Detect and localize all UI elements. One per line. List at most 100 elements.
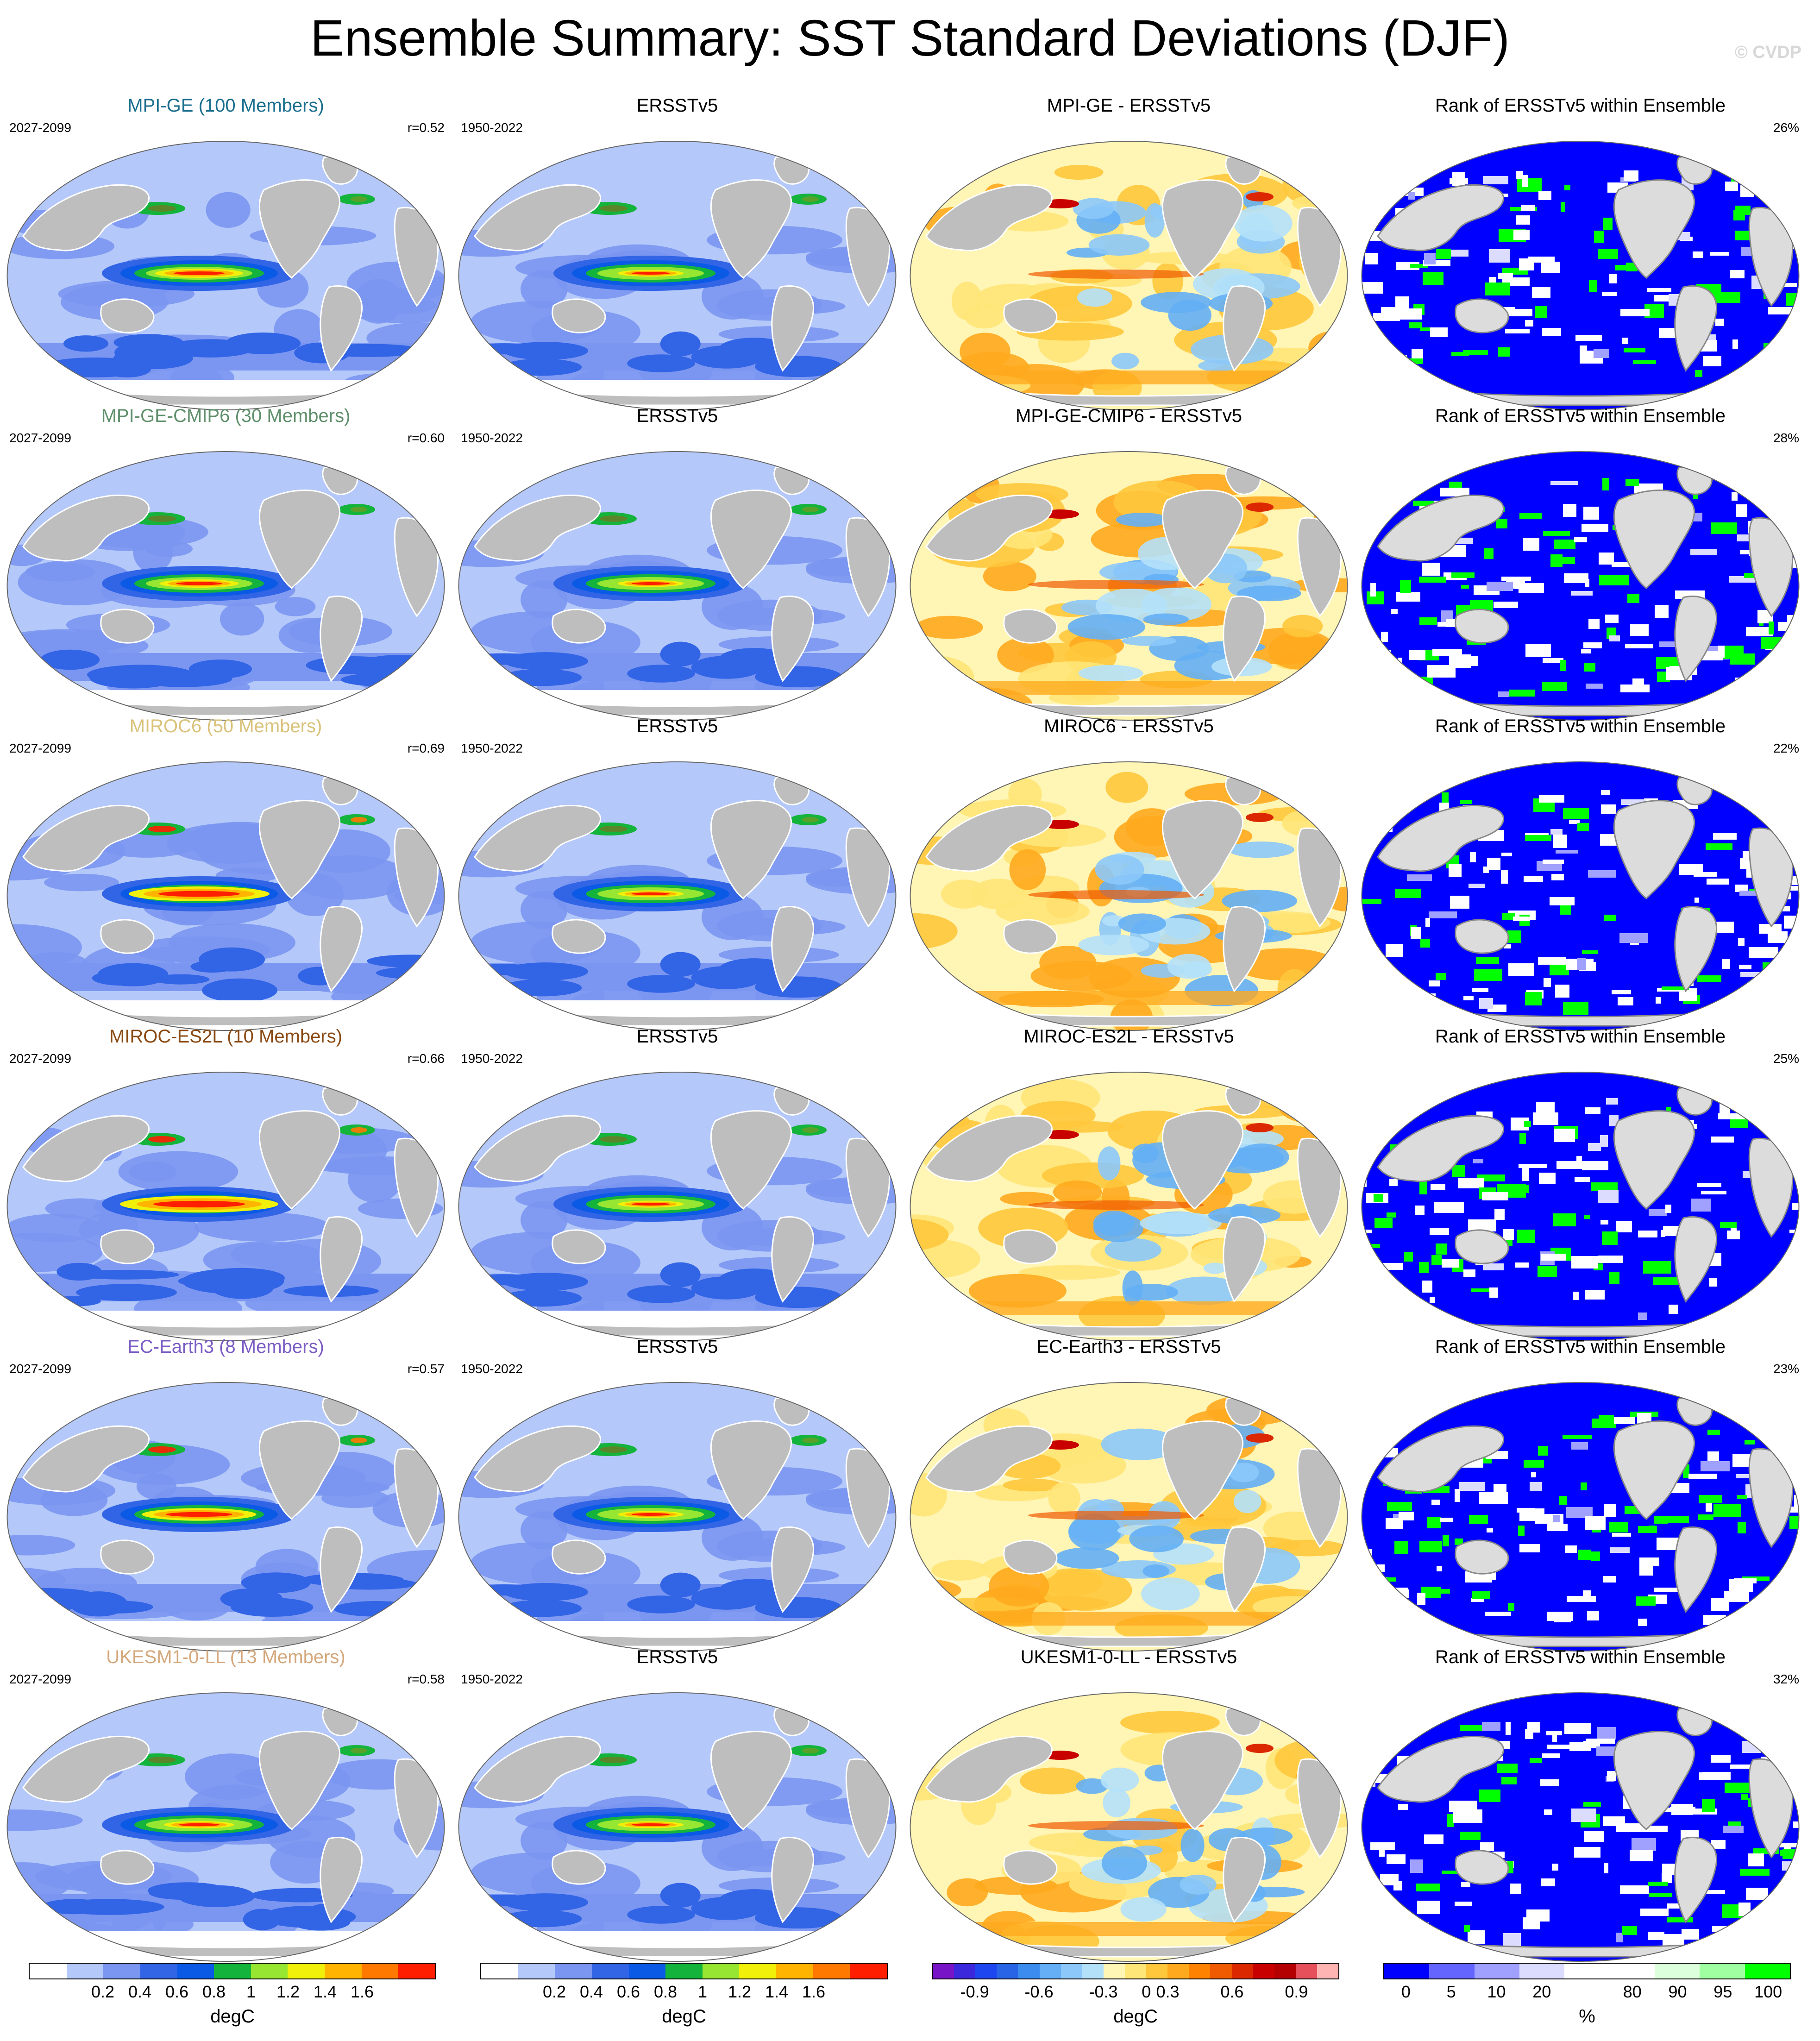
colorbar-tick-label: 10 <box>1487 1982 1506 2001</box>
land-mass <box>710 1731 792 1830</box>
rank-map-container <box>1359 139 1801 412</box>
colorbar-swatch <box>1210 1964 1232 1978</box>
colorbar-tick-label: 90 <box>1668 1982 1687 2001</box>
colorbar-swatch <box>103 1964 140 1978</box>
land-mass <box>474 1425 601 1493</box>
colorbar-swatch <box>1429 1964 1475 1978</box>
land-mass <box>1674 285 1717 372</box>
land-mass <box>320 1837 363 1923</box>
colorbar-ticks: 0.2 0.4 0.6 0.8 1 1.2 1.4 1.6 <box>480 1982 888 2005</box>
model-period: 2027-2099 <box>9 431 71 445</box>
model-map-container <box>5 449 447 722</box>
diff-map <box>910 1072 1348 1341</box>
colorbar-tick-label: 1.4 <box>765 1982 789 2001</box>
model-map <box>6 761 445 1031</box>
model-period: 2027-2099 <box>9 741 71 755</box>
diff-map-container <box>908 449 1350 722</box>
colorbar-swatch <box>997 1964 1018 1978</box>
map-outline <box>6 761 445 1031</box>
model-period: 2027-2099 <box>9 1362 71 1376</box>
land-mass <box>320 1526 363 1613</box>
colorbar-units: % <box>1579 2006 1595 2027</box>
rank-map <box>1361 1382 1800 1652</box>
obs-map-container <box>456 1380 898 1653</box>
colorbar-tick-label: 0 <box>1401 1982 1411 2001</box>
model-map-container <box>5 1380 447 1653</box>
colorbar-swatch <box>1700 1964 1745 1978</box>
colorbar-swatch <box>1146 1964 1168 1978</box>
rank-panel: Rank of ERSSTv5 within Ensemble 32% <box>1355 1639 1806 1962</box>
colorbar-swatch <box>177 1964 214 1978</box>
land-mass <box>1613 1420 1695 1520</box>
colorbar-tick-label: 100 <box>1754 1982 1782 2001</box>
land-mass <box>22 494 150 562</box>
land-mass <box>1377 494 1504 562</box>
pattern-correlation: r=0.57 <box>407 1362 445 1376</box>
land-mass <box>552 609 606 644</box>
model-map <box>6 1382 445 1652</box>
colorbar-ticks: 0 5 10 20 80 90 95 100 <box>1383 1982 1791 2005</box>
map-outline <box>458 1382 897 1652</box>
land-mass <box>258 800 341 899</box>
model-map-container <box>5 139 447 412</box>
colorbar-swatch <box>518 1964 555 1978</box>
colorbar-tick-label: 0.9 <box>1285 1982 1308 2001</box>
land-mass <box>1003 1539 1058 1575</box>
colorbar-swatch <box>591 1964 629 1978</box>
rank-map <box>1361 761 1800 1031</box>
land-mass <box>710 1110 792 1210</box>
obs-panel: ERSSTv5 1950-2022 <box>452 709 903 1031</box>
map-outline <box>1361 1692 1800 1962</box>
model-panel-title: EC-Earth3 (8 Members) <box>127 1337 324 1357</box>
map-outline <box>1361 761 1800 1031</box>
colorbar: -0.9 -0.6 -0.3 0 0.3 0.6 0.9 degC <box>932 1950 1339 2038</box>
diff-map <box>910 451 1348 721</box>
rank-percentage: 23% <box>1773 1362 1799 1376</box>
land-mass <box>552 298 606 333</box>
rank-map <box>1361 1692 1800 1962</box>
colorbar-row: 0.2 0.4 0.6 0.8 1 1.2 1.4 1.6 degC 0.2 0.4 0.6 0.8 1 1… <box>0 1950 1820 2041</box>
colorbar-tick-label: 1 <box>697 1982 708 2001</box>
panel-row: MIROC6 (50 Members) 2027-2099 r=0.69 ERSSTv… <box>0 709 1820 1031</box>
colorbar-swatch <box>1519 1964 1565 1978</box>
pattern-correlation: r=0.69 <box>407 741 445 755</box>
colorbar: 0 5 10 20 80 90 95 100% <box>1383 1950 1791 2038</box>
colorbar-swatch <box>702 1964 740 1978</box>
rank-panel-title: Rank of ERSSTv5 within Ensemble <box>1435 716 1726 736</box>
colorbar-swatch <box>665 1964 703 1978</box>
rank-map-container <box>1359 1690 1801 1964</box>
obs-map-container <box>456 760 898 1033</box>
colorbar-tick-label: 5 <box>1446 1982 1456 2001</box>
land-mass <box>1674 1837 1717 1923</box>
colorbar-tick-label: -0.9 <box>960 1982 989 2001</box>
colorbar-swatch <box>30 1964 67 1978</box>
land-mass <box>1223 285 1266 372</box>
rank-panel-title: Rank of ERSSTv5 within Ensemble <box>1435 406 1726 426</box>
map-outline <box>458 451 897 721</box>
map-outline <box>6 141 445 410</box>
rank-map-container <box>1359 449 1801 722</box>
diff-map <box>910 141 1348 410</box>
land-mass <box>1455 609 1509 644</box>
diff-panel: UKESM1-0-LL - ERSSTv5 <box>903 1639 1355 1962</box>
diff-panel: EC-Earth3 - ERSSTv5 <box>903 1329 1355 1652</box>
colorbar-swatch <box>954 1964 976 1978</box>
model-map <box>6 1692 445 1962</box>
land-mass <box>474 184 601 251</box>
model-panel: MIROC-ES2L (10 Members) 2027-2099 r=0.66 <box>0 1019 452 1341</box>
land-mass <box>320 1216 363 1303</box>
map-outline <box>1361 141 1800 410</box>
map-outline <box>910 1072 1348 1341</box>
land-mass <box>1377 1425 1504 1493</box>
land-mass <box>258 1110 341 1210</box>
land-mass <box>474 494 601 562</box>
obs-period: 1950-2022 <box>461 120 523 135</box>
diff-map-container <box>908 760 1350 1033</box>
obs-panel-title: ERSSTv5 <box>636 1026 718 1047</box>
pattern-correlation: r=0.66 <box>407 1051 445 1066</box>
colorbar-tick-label: 0.6 <box>165 1982 189 2001</box>
obs-map-container <box>456 1070 898 1343</box>
model-panel: EC-Earth3 (8 Members) 2027-2099 r=0.57 <box>0 1329 452 1652</box>
rank-panel: Rank of ERSSTv5 within Ensemble 22% <box>1355 709 1806 1031</box>
diff-panel: MIROC-ES2L - ERSSTv5 <box>903 1019 1355 1341</box>
